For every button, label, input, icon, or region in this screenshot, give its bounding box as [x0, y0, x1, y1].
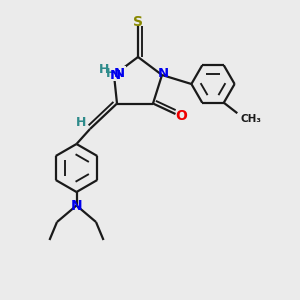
Text: H: H	[76, 116, 86, 129]
Text: H: H	[99, 63, 110, 76]
Text: O: O	[175, 109, 187, 122]
Text: N: N	[158, 67, 169, 80]
Text: CH₃: CH₃	[240, 114, 261, 124]
Text: N: N	[114, 67, 125, 80]
Text: N: N	[110, 69, 121, 82]
Text: S: S	[133, 16, 143, 29]
Text: H: H	[106, 67, 116, 80]
Text: N: N	[71, 199, 82, 212]
